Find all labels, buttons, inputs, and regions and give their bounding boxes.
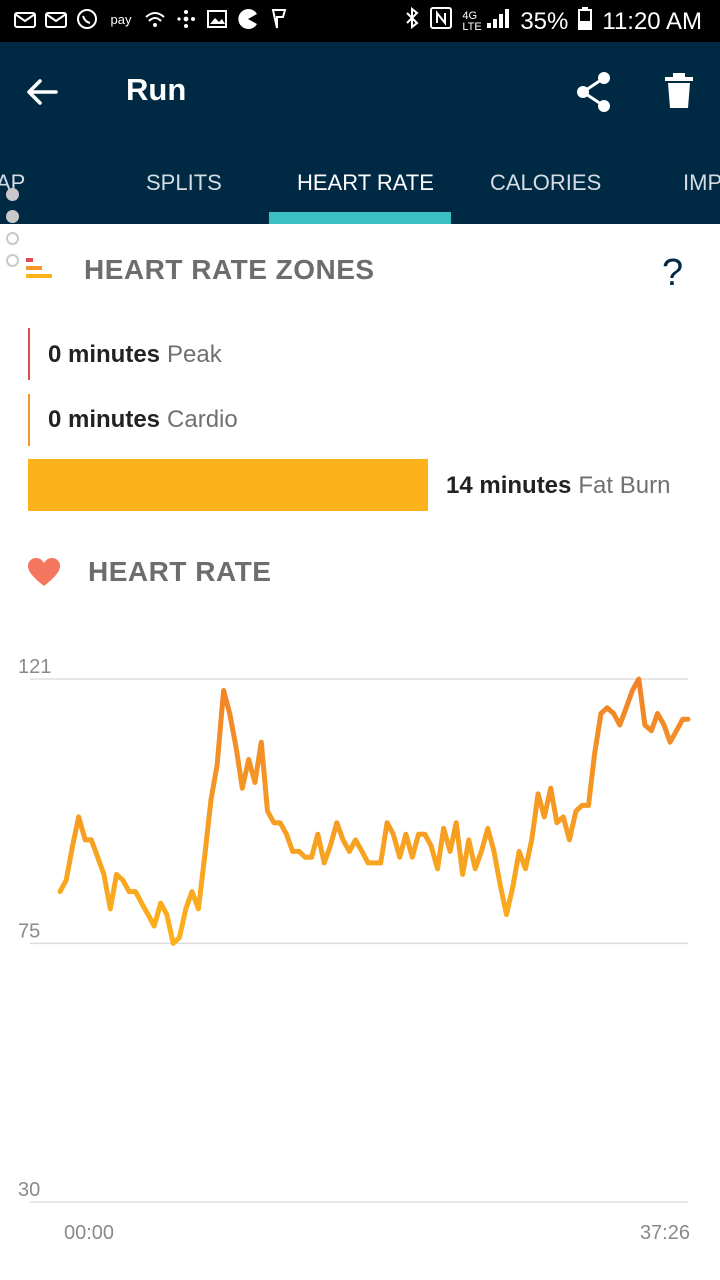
4g-lte-icon: 4G LTE (462, 9, 482, 33)
zones-title: HEART RATE ZONES (84, 254, 375, 285)
peak-zone-label: 0 minutes Peak (48, 341, 222, 369)
peak-minutes: 0 minutes (48, 341, 161, 368)
status-bar: pay 4G LTE 35% 11:20 AM (0, 0, 720, 42)
nfc-icon (430, 7, 453, 36)
cardio-minutes: 0 minutes (48, 406, 161, 433)
page-title: Run (126, 72, 187, 107)
heart-rate-title: HEART RATE (88, 556, 272, 587)
image-icon (206, 8, 228, 30)
fat-burn-zone-label: 14 minutes Fat Burn (446, 472, 670, 500)
page-dot (6, 188, 19, 201)
cardio-zone-label: 0 minutes Cardio (48, 406, 238, 434)
mail-icon (14, 8, 36, 30)
x-tick-label: 00:00 (64, 1222, 114, 1244)
heart-rate-chart: 121 75 30 00:00 37:26 (18, 656, 691, 1244)
pacman-icon (237, 8, 259, 30)
heart-rate-line (57, 676, 691, 946)
page-indicator-dots (6, 188, 22, 276)
wifi-call-icon (144, 8, 166, 30)
peak-name: Peak (167, 341, 222, 368)
page-dot (6, 232, 19, 245)
tab-heart-rate[interactable]: HEART RATE (297, 170, 434, 195)
foursquare-icon (268, 8, 290, 30)
fat-burn-name: Fat Burn (578, 472, 671, 499)
y-tick-label: 75 (18, 920, 40, 942)
app-bar: Run (0, 42, 720, 140)
tab-imp[interactable]: IMP (683, 170, 720, 195)
mail-icon (45, 8, 67, 30)
samsung-pay-icon: pay (110, 11, 132, 27)
bluetooth-icon (404, 6, 420, 37)
signal-icon (486, 7, 510, 36)
y-tick-label: 121 (18, 656, 51, 678)
page-dot (6, 210, 19, 223)
share-icon[interactable] (574, 70, 614, 114)
battery-percent: 35% (520, 7, 569, 35)
battery-icon (578, 6, 593, 37)
whatsapp-icon (76, 8, 98, 30)
delete-icon[interactable] (662, 72, 696, 112)
zones-bars-icon (26, 256, 56, 282)
x-tick-label: 37:26 (640, 1222, 690, 1244)
heart-icon (26, 556, 62, 588)
fat-burn-minutes: 14 minutes (446, 472, 572, 499)
notification-icons: pay (14, 8, 290, 30)
fat-burn-zone-bar (28, 459, 428, 511)
fitbit-icon (175, 8, 197, 30)
back-arrow-icon[interactable] (22, 72, 62, 112)
cardio-zone-bar (28, 394, 30, 446)
help-icon[interactable]: ? (662, 252, 684, 294)
system-status: 4G LTE 35% 11:20 AM (404, 6, 702, 37)
page-dot (6, 254, 19, 267)
tab-bar: AP SPLITS HEART RATE CALORIES IMP (0, 140, 720, 224)
y-tick-label: 30 (18, 1179, 40, 1201)
tab-calories[interactable]: CALORIES (490, 170, 602, 195)
tab-active-indicator (269, 212, 451, 224)
peak-zone-bar (28, 328, 30, 380)
cardio-name: Cardio (167, 406, 238, 433)
tab-splits[interactable]: SPLITS (146, 170, 222, 195)
clock: 11:20 AM (602, 7, 702, 35)
